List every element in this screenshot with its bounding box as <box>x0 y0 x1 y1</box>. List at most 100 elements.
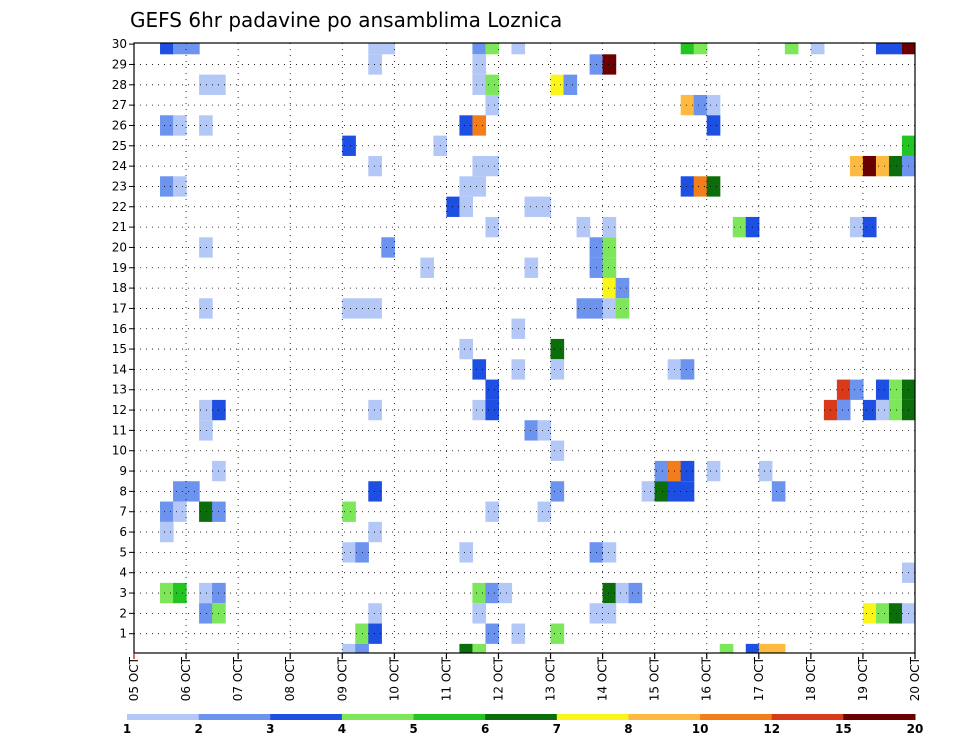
heatmap-cell <box>342 501 356 522</box>
heatmap-cell <box>485 623 500 644</box>
y-tick-label: 12 <box>112 403 127 417</box>
heatmap-cell <box>862 399 877 421</box>
x-tick-label: 15 OCT <box>648 656 662 701</box>
heatmap-cell <box>875 399 890 421</box>
heatmap-cell <box>368 521 382 543</box>
colorbar-swatch <box>700 714 773 720</box>
heatmap-cell <box>706 176 721 197</box>
heatmap-cell <box>173 115 187 136</box>
x-tick-label: 12 OCT <box>492 656 506 701</box>
colorbar-label: 12 <box>763 722 780 736</box>
y-tick-label: 6 <box>119 525 127 539</box>
heatmap-cell <box>680 43 695 55</box>
y-tick-label: 27 <box>112 98 127 112</box>
heatmap-cell <box>849 379 864 400</box>
colorbar-swatch <box>843 714 916 720</box>
y-tick-label: 15 <box>112 342 127 356</box>
heatmap-cell <box>472 43 487 55</box>
heatmap-cell <box>875 603 890 624</box>
heatmap-cell <box>550 74 565 95</box>
heatmap-cell <box>849 216 864 238</box>
colorbar-label: 4 <box>338 722 346 736</box>
heatmap-cell <box>849 155 864 177</box>
x-tick-label: 20 OCT <box>908 656 922 701</box>
heatmap-cell <box>901 43 915 55</box>
x-tick-label: 14 OCT <box>596 656 610 701</box>
heatmap-cell <box>459 176 474 197</box>
y-tick-label: 9 <box>119 464 127 478</box>
heatmap-cell <box>524 420 539 441</box>
heatmap-cell <box>199 501 213 522</box>
heatmap-cell <box>537 196 552 217</box>
x-tick-label: 16 OCT <box>700 656 714 701</box>
heatmap-cell <box>199 603 213 624</box>
heatmap-cell <box>160 43 174 55</box>
colorbar-label: 15 <box>835 722 852 736</box>
y-tick-label: 10 <box>112 444 127 458</box>
heatmap-cell <box>602 603 617 624</box>
heatmap-cell <box>368 481 382 502</box>
heatmap-cell <box>732 216 747 238</box>
heatmap-cell <box>199 115 213 136</box>
y-tick-label: 17 <box>112 301 127 315</box>
heatmap-cell <box>472 603 487 624</box>
heatmap-cell <box>537 420 552 441</box>
heatmap-cell <box>576 298 591 319</box>
y-axis: 1234567891011121314151617181920212223242… <box>112 37 134 641</box>
heatmap-cell <box>173 176 187 197</box>
colorbar-legend: 1 2 3 4 5 6 7 8 10 12 15 20 <box>123 714 923 736</box>
heatmap-cell <box>368 623 382 644</box>
x-tick-label: 17 OCT <box>752 656 766 701</box>
heatmap-cell <box>693 176 708 197</box>
heatmap-cell <box>485 379 500 400</box>
heatmap-cell <box>511 43 526 55</box>
colorbar-swatch <box>198 714 271 720</box>
x-tick-label: 13 OCT <box>544 656 558 701</box>
colorbar-label: 2 <box>194 722 202 736</box>
y-tick-label: 19 <box>112 261 127 275</box>
heatmap-cell <box>654 481 669 502</box>
colorbar-swatch <box>485 714 558 720</box>
heatmap-cell <box>199 399 213 421</box>
heatmap-cell <box>472 176 487 197</box>
heatmap-cell <box>485 501 500 522</box>
heatmap-cell <box>602 277 617 299</box>
heatmap-cell <box>524 196 539 217</box>
heatmap-cell <box>524 257 539 278</box>
heatmap-cell <box>576 216 591 238</box>
heatmap-cell <box>199 420 213 441</box>
heatmap-cell <box>680 481 695 502</box>
y-tick-label: 22 <box>112 200 127 214</box>
heatmap-cell <box>745 643 760 653</box>
heatmap-cell <box>173 481 187 502</box>
heatmap-cell <box>186 481 200 502</box>
heatmap-cell <box>680 359 695 380</box>
heatmap-cell <box>602 582 617 604</box>
heatmap-cell <box>888 399 903 421</box>
heatmap-cell <box>472 359 487 380</box>
heatmap-cell <box>355 643 369 653</box>
heatmap-cell <box>160 115 174 136</box>
y-tick-label: 3 <box>119 586 127 600</box>
y-tick-label: 26 <box>112 118 127 132</box>
heatmap-cell <box>459 643 474 653</box>
heatmap-cell <box>654 460 669 482</box>
heatmap-cell <box>550 338 565 360</box>
heatmap-cell <box>498 582 513 604</box>
heatmap-cell <box>706 94 721 116</box>
heatmap-cell <box>615 582 630 604</box>
heatmap-cell <box>485 216 500 238</box>
heatmap-cell <box>381 237 395 258</box>
heatmap-cell <box>342 643 356 653</box>
heatmap-cell <box>472 115 487 136</box>
heatmap-cell <box>173 43 187 55</box>
heatmap-cell <box>706 115 721 136</box>
heatmap-cell <box>836 379 851 400</box>
heatmap-cell <box>368 603 382 624</box>
heatmap-cell <box>602 542 617 563</box>
y-tick-label: 23 <box>112 179 127 193</box>
colorbar-swatch <box>270 714 343 720</box>
y-tick-label: 28 <box>112 78 127 92</box>
y-tick-label: 4 <box>119 566 127 580</box>
